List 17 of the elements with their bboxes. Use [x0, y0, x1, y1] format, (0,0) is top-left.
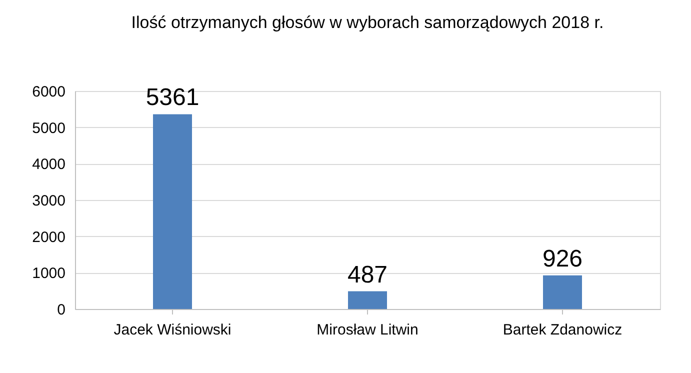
bar — [543, 275, 582, 309]
y-tick-label: 0 — [57, 302, 66, 318]
y-tick-label: 6000 — [32, 84, 66, 100]
data-label: 5361 — [146, 84, 200, 112]
bar — [348, 291, 387, 309]
y-tick-label: 3000 — [32, 192, 66, 210]
x-tick-label: Bartek Zdanowicz — [502, 322, 622, 338]
y-tick-label: 1000 — [32, 265, 66, 282]
chart-title: Ilość otrzymanych głosów w wyborach samorządowych 2018 r. — [131, 13, 604, 32]
y-tick-label: 5000 — [32, 120, 66, 137]
data-label: 487 — [347, 261, 388, 288]
x-tick-label: Jacek Wiśniowski — [114, 322, 232, 338]
data-label: 926 — [542, 245, 583, 272]
y-tick-label: 4000 — [32, 156, 66, 174]
x-tick-label: Mirosław Litwin — [316, 322, 418, 338]
bar — [153, 114, 192, 309]
y-tick-label: 2000 — [32, 228, 66, 246]
